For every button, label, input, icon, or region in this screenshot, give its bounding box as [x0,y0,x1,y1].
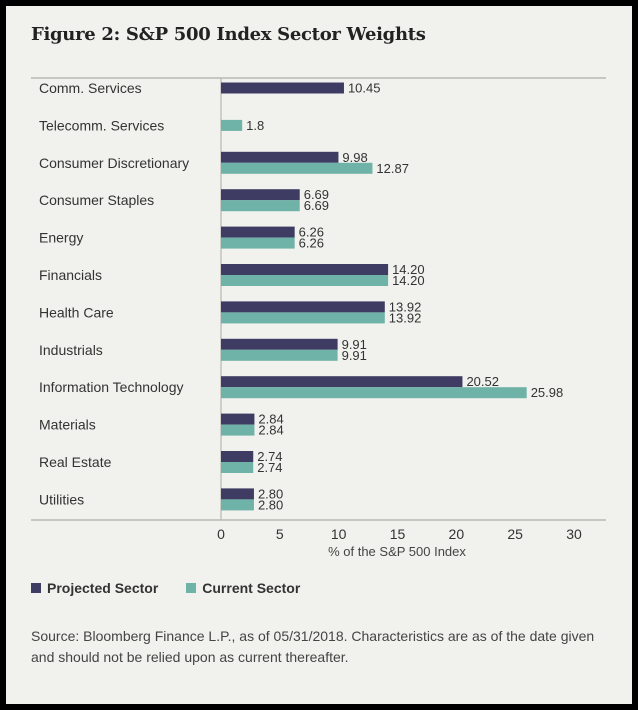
bar-projected [221,338,338,350]
category-label: Comm. Services [39,80,142,96]
value-label-current: 9.91 [342,348,367,363]
value-label-projected: 14.20 [392,262,425,277]
x-tick-label: 10 [331,526,347,542]
value-label-current: 25.98 [531,385,564,400]
value-label-projected: 2.84 [258,412,283,427]
bar-current [221,275,389,286]
value-label-projected: 10.45 [348,81,381,96]
category-label: Industrials [39,342,103,358]
x-tick-label: 20 [449,526,465,542]
bar-projected [221,264,389,275]
bar-projected [221,189,300,201]
value-label-current: 1.8 [246,118,264,133]
bar-current [221,499,254,511]
bar-projected [221,301,385,313]
category-label: Health Care [39,304,114,320]
value-label-projected: 13.92 [389,299,422,314]
x-tick-label: 30 [566,526,582,542]
category-label: Financials [39,267,102,283]
legend-label-current: Current Sector [202,580,301,596]
x-tick-label: 25 [507,526,523,542]
category-label: Materials [39,417,96,433]
value-label-current: 6.69 [304,198,329,213]
legend: Projected Sector Current Sector [31,580,300,596]
x-tick-label: 5 [276,526,284,542]
category-label: Real Estate [39,454,112,470]
bar-current [221,237,295,249]
bar-current [221,200,300,212]
value-label-current: 2.84 [258,423,283,438]
category-label: Information Technology [39,379,184,395]
bar-projected [221,451,254,462]
value-label-current: 13.92 [389,310,422,325]
value-label-current: 6.26 [299,236,324,251]
category-label: Consumer Discretionary [39,155,189,171]
legend-label-projected: Projected Sector [47,580,159,596]
value-label-current: 2.74 [257,460,282,475]
legend-swatch-current [186,583,197,593]
value-label-projected: 20.52 [466,374,499,389]
bar-current [221,387,527,399]
value-label-current: 2.80 [258,497,283,512]
x-tick-label: 0 [217,526,225,542]
category-label: Consumer Staples [39,192,154,208]
bar-projected [221,376,463,388]
bar-current [221,462,254,473]
value-label-current: 12.87 [376,161,409,176]
bar-projected [221,226,295,238]
bar-current [221,312,385,324]
bar-current [221,349,338,361]
value-label-projected: 6.69 [304,187,329,202]
legend-swatch-projected [31,583,41,593]
value-label-projected: 9.91 [342,337,367,352]
bar-projected [221,413,255,425]
source-note: Source: Bloomberg Finance L.P., as of 05… [31,628,595,665]
category-label: Telecomm. Services [39,117,164,133]
value-label-projected: 2.74 [257,449,282,464]
legend-item-current: Current Sector [186,580,300,596]
value-label-projected: 9.98 [342,150,367,165]
bar-current [221,162,373,174]
bar-current [221,119,243,131]
bar-projected [221,82,344,94]
bar-projected [221,151,339,163]
value-label-current: 14.20 [392,273,425,288]
x-axis-title: % of the S&P 500 Index [328,544,466,559]
legend-item-projected: Projected Sector [31,580,158,596]
x-tick-label: 15 [390,526,406,542]
category-label: Energy [39,230,83,246]
category-label: Utilities [39,491,84,507]
bar-current [221,424,255,436]
chart-title: Figure 2: S&P 500 Index Sector Weights [31,24,426,45]
bar-projected [221,488,254,500]
value-label-projected: 2.80 [258,486,283,501]
value-label-projected: 6.26 [299,225,324,240]
